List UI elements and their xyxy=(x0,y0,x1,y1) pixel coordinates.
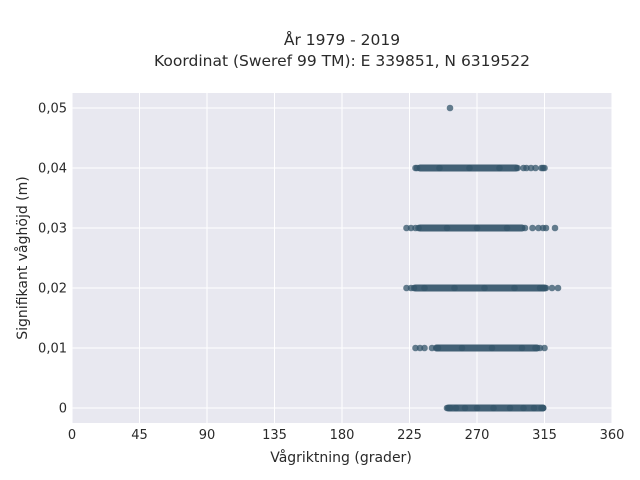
x-tick-label: 135 xyxy=(262,428,287,443)
data-point xyxy=(554,284,562,292)
data-point xyxy=(446,404,454,412)
x-axis-label: Vågriktning (grader) xyxy=(270,449,412,466)
x-tick-label: 180 xyxy=(330,428,355,443)
data-point xyxy=(421,284,428,292)
data-point xyxy=(434,344,442,352)
data-point xyxy=(443,224,451,232)
y-axis-label: Signifikant våghöjd (m) xyxy=(14,176,31,339)
y-tick-label: 0,04 xyxy=(38,162,67,177)
y-tick-label: 0,02 xyxy=(38,282,67,297)
data-point xyxy=(473,404,481,412)
data-point xyxy=(415,224,422,232)
data-point xyxy=(496,164,503,172)
y-tick-label: 0,03 xyxy=(38,222,67,237)
data-point xyxy=(461,404,469,412)
data-point xyxy=(421,344,428,352)
x-tick-label: 270 xyxy=(465,428,490,443)
data-point xyxy=(518,344,526,352)
data-points xyxy=(403,104,562,412)
y-axis-ticks: 0 0,01 0,02 0,03 0,04 0,05 xyxy=(38,102,67,417)
x-tick-label: 225 xyxy=(397,428,422,443)
data-point xyxy=(466,164,473,172)
data-point xyxy=(436,164,443,172)
data-point xyxy=(529,224,536,232)
data-point xyxy=(481,284,488,292)
x-tick-label: 90 xyxy=(199,428,216,443)
y-tick-label: 0 xyxy=(59,402,67,417)
data-point xyxy=(506,404,514,412)
data-point xyxy=(488,344,496,352)
data-point xyxy=(458,344,466,352)
data-point xyxy=(520,404,527,412)
data-point xyxy=(530,404,538,412)
data-point xyxy=(532,164,539,172)
data-point xyxy=(541,344,548,352)
data-point xyxy=(521,224,529,232)
data-point xyxy=(446,104,454,112)
data-point xyxy=(511,284,518,292)
y-tick-label: 0,05 xyxy=(38,102,67,117)
data-point xyxy=(548,284,556,292)
data-point xyxy=(428,344,436,352)
x-axis-ticks: 0 45 90 135 180 225 270 315 360 xyxy=(68,428,625,443)
x-tick-label: 315 xyxy=(532,428,557,443)
data-point xyxy=(539,404,547,412)
x-tick-label: 0 xyxy=(68,428,76,443)
chart-title: År 1979 - 2019 xyxy=(284,30,400,49)
data-point xyxy=(541,164,548,172)
data-point xyxy=(410,284,418,292)
x-tick-label: 360 xyxy=(600,428,625,443)
data-point xyxy=(490,404,497,412)
data-point xyxy=(514,164,521,172)
data-point xyxy=(542,284,550,292)
data-point xyxy=(542,224,550,232)
data-point xyxy=(503,224,511,232)
y-tick-label: 0,01 xyxy=(38,342,67,357)
data-point xyxy=(473,224,481,232)
x-tick-label: 45 xyxy=(131,428,148,443)
data-point xyxy=(413,164,421,172)
data-point xyxy=(451,284,458,292)
data-point xyxy=(452,404,460,412)
chart-subtitle: Koordinat (Sweref 99 TM): E 339851, N 63… xyxy=(154,52,530,70)
data-point xyxy=(551,224,559,232)
